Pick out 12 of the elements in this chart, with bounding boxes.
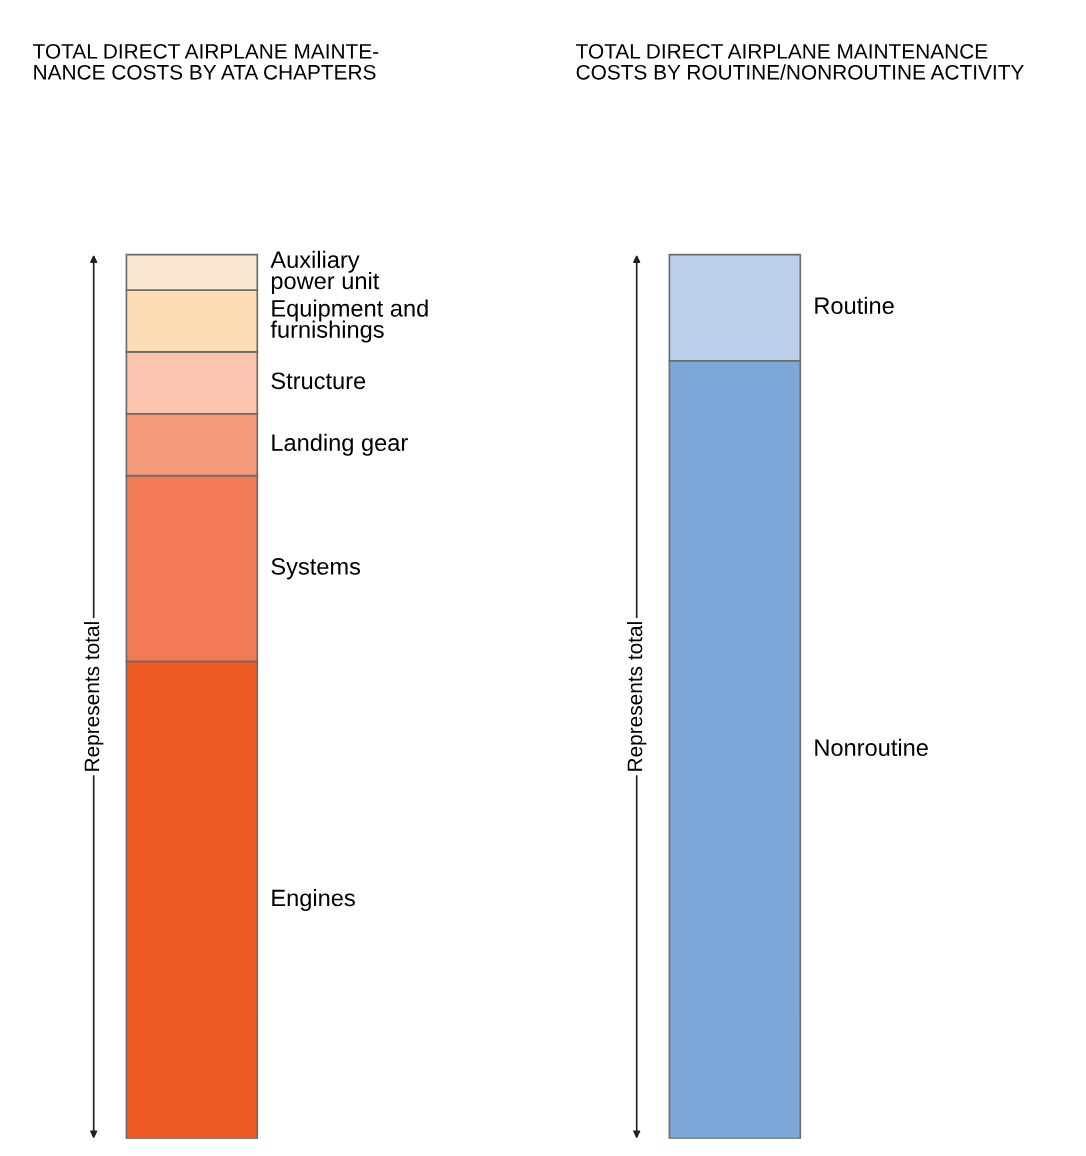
series-label: Routine [815, 296, 894, 315]
series-label: Systems [271, 558, 361, 580]
series-label: Equipment and furnishings [270, 299, 428, 343]
series-label: Nonroutine [815, 738, 928, 757]
series-label: Engines [272, 888, 355, 911]
series-label: Auxiliary power unit [270, 250, 380, 294]
series-label: Landing gear [272, 433, 408, 456]
chart-title: TOTAL DIRECT AIRPLANE MAINTE- NANCE COSTS BY ATA CHAPTERS [33, 43, 379, 80]
series-label: Structure [271, 372, 366, 390]
text: Represents total [83, 622, 104, 771]
chart-title: TOTAL DIRECT AIRPLANE MAINTENANCE COSTS BY ROUTINE/NONROUTINE ACTIVITY [576, 43, 1024, 80]
text: Represents total [626, 622, 647, 771]
